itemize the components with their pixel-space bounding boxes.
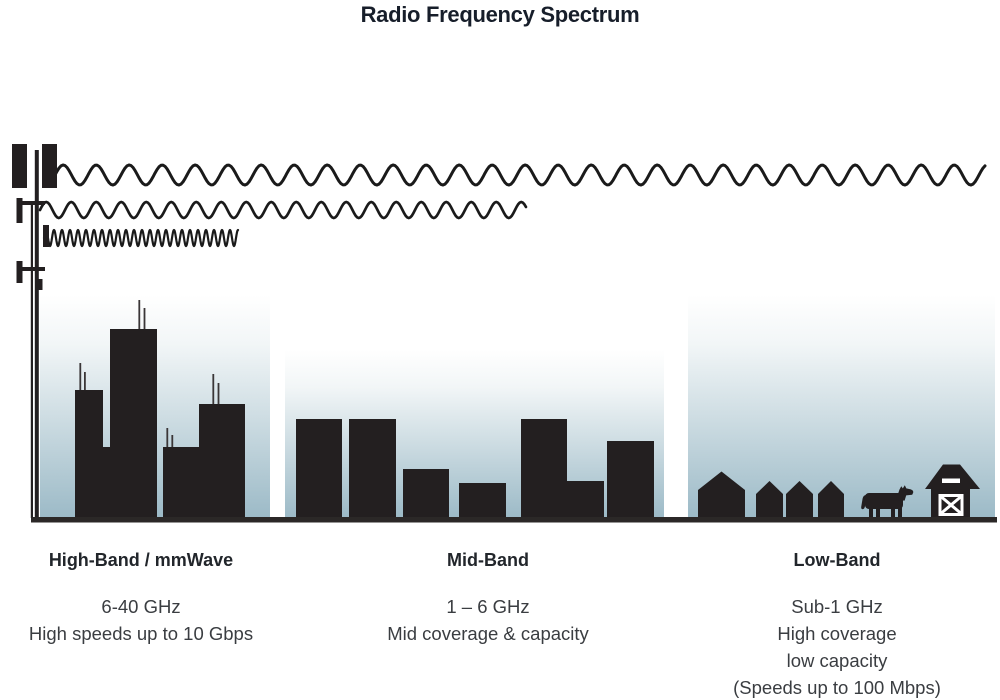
tower-crossarm (18, 267, 45, 271)
city-skyline-illustration (75, 300, 245, 518)
band-details: Sub-1 GHz High coverage low capacity (Speed… (733, 593, 941, 700)
house-icon (786, 481, 813, 518)
cow-head (896, 485, 914, 501)
low-frequency-wave (53, 163, 987, 187)
band-label-mid: Mid-Band 1 – 6 GHz Mid coverage & capacit… (387, 550, 589, 647)
antenna-box (16, 198, 23, 223)
cell-tower-icon (12, 144, 57, 518)
barn-icon (925, 464, 980, 518)
band-name: Low-Band (793, 550, 881, 570)
barn-door-crossbuck (940, 495, 962, 515)
tower-guy-pole (30, 205, 33, 518)
antenna-box (16, 261, 23, 283)
town-buildings-illustration (296, 419, 654, 518)
building (521, 419, 567, 518)
band-name: High-Band / mmWave (48, 550, 234, 570)
skyscraper (110, 329, 157, 518)
antenna-panel (12, 144, 27, 188)
antenna-box (43, 225, 49, 247)
band-details: 6-40 GHz High speeds up to 10 Gbps (29, 593, 253, 647)
house-icon (698, 471, 745, 518)
band-detail-line: Sub-1 GHz (791, 596, 883, 617)
building (459, 483, 506, 518)
low-rise (100, 447, 113, 518)
building (296, 419, 342, 518)
skyscraper (75, 390, 103, 518)
mid-frequency-wave (38, 200, 528, 220)
tower-crossarm (18, 201, 45, 205)
tower-mast (34, 150, 39, 518)
antenna-panel (42, 144, 57, 188)
barn-loft-vent (942, 478, 960, 483)
band-label-low: Low-Band Sub-1 GHz High coverage low capac… (733, 550, 941, 700)
building (567, 481, 604, 518)
band-name: Mid-Band (447, 550, 529, 570)
building (403, 469, 449, 518)
band-detail-line: Mid coverage & capacity (387, 623, 589, 644)
low-rise (163, 447, 199, 518)
antenna-box (38, 279, 43, 290)
building (349, 419, 396, 518)
building (607, 441, 654, 518)
band-detail-line: 1 – 6 GHz (446, 596, 530, 617)
house-icon (756, 481, 783, 518)
radio-waves (38, 163, 987, 248)
skyscraper (199, 404, 245, 518)
cow-icon (861, 485, 914, 518)
barn-roof (925, 464, 980, 489)
band-label-high: High-Band / mmWave 6-40 GHz High speeds u… (29, 550, 253, 647)
house-icon (818, 481, 844, 518)
rural-scene-illustration (698, 464, 980, 518)
ground-line (31, 517, 997, 523)
band-detail-line: High speeds up to 10 Gbps (28, 623, 254, 644)
band-detail-line: 6-40 GHz (101, 596, 181, 617)
spectrum-illustration (12, 144, 997, 523)
rooftop-antennas (79, 300, 220, 448)
band-detail-line: High coverage (777, 623, 897, 644)
skyscrapers (75, 329, 245, 518)
diagram-title: Radio Frequency Spectrum (360, 2, 640, 27)
band-detail-line: (Speeds up to 100 Mbps) (733, 677, 941, 698)
band-details: 1 – 6 GHz Mid coverage & capacity (387, 593, 589, 647)
high-frequency-wave (42, 228, 240, 248)
band-detail-line: low capacity (786, 650, 888, 671)
